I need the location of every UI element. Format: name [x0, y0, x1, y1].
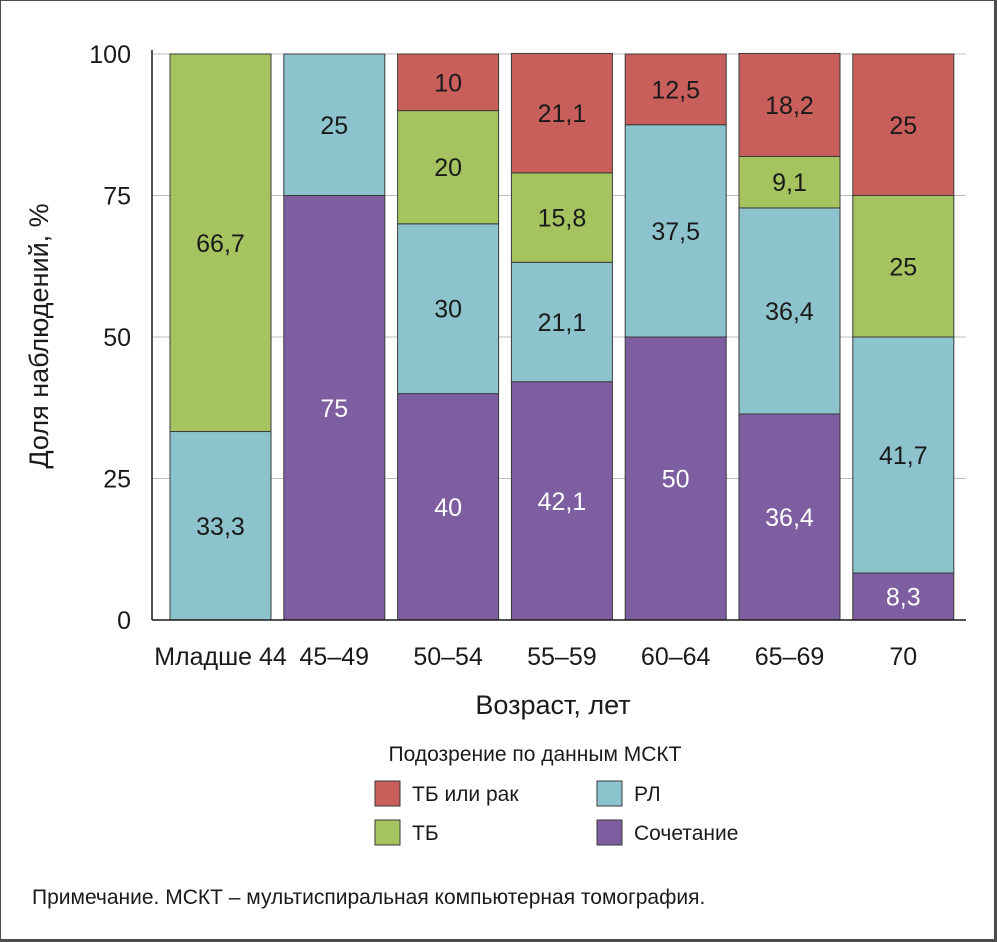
bar-segment [283, 53, 386, 196]
bar-segment [738, 207, 841, 415]
bar-value-label: 21,1 [538, 100, 587, 128]
y-tick-label: 25 [103, 466, 131, 494]
y-tick-label: 100 [89, 41, 131, 69]
bar-segment [852, 53, 955, 196]
bar-segment [169, 53, 272, 433]
bar-value-label: 50 [662, 466, 690, 494]
bar-segment [738, 52, 841, 157]
bar-value-label: 9,1 [772, 169, 807, 197]
legend-swatch [596, 780, 623, 807]
bar-segment [283, 195, 386, 621]
bar-value-label: 20 [434, 154, 462, 182]
legend-title: Подозрение по данным МСКТ [389, 743, 682, 766]
x-tick-labels: Младше 44 45–49 50–54 55–59 60–64 65–69 70 [154, 643, 917, 671]
bar-segment [624, 53, 727, 126]
bar-value-label: 37,5 [651, 218, 700, 246]
legend: ТБ или рак РЛ ТБ Сочетание [374, 780, 738, 846]
bar-value-label: 41,7 [879, 442, 928, 470]
x-tick-label: 50–54 [413, 643, 483, 671]
legend-swatch [374, 819, 401, 846]
x-tick-label: 55–59 [527, 643, 597, 671]
x-tick-label: 65–69 [755, 643, 825, 671]
legend-swatch [374, 780, 401, 807]
bar-segment [738, 155, 841, 209]
bar-segment [852, 336, 955, 574]
bar-value-label: 25 [889, 253, 917, 281]
legend-label: ТБ [412, 822, 439, 845]
y-tick-labels: 0 25 50 75 100 [89, 41, 131, 635]
x-axis-title: Возраст, лет [475, 690, 630, 720]
bar-value-label: 8,3 [886, 584, 921, 612]
y-tick-label: 0 [117, 607, 131, 635]
bar-segment [397, 110, 500, 225]
axes [151, 50, 966, 621]
x-tick-label: 45–49 [300, 643, 370, 671]
bar-value-label: 10 [434, 69, 462, 97]
y-axis-title: Доля наблюдений, % [24, 203, 54, 468]
bar-segment [624, 124, 727, 338]
bar-segment [510, 172, 613, 263]
bar-value-label: 36,4 [765, 298, 814, 326]
x-tick-label: 70 [889, 643, 917, 671]
bar-value-label: 75 [320, 395, 348, 423]
bar-segment [510, 52, 613, 174]
bar-segment [510, 261, 613, 383]
bar-value-label: 42,1 [538, 488, 587, 516]
bar-value-label: 12,5 [651, 76, 700, 104]
bar-value-label: 18,2 [765, 92, 814, 120]
legend-label: Сочетание [634, 822, 738, 845]
bar-segment [397, 223, 500, 395]
bars: 33,3 66,7 75 25 40 30 20 10 42,1 21,1 15,8 21,1 50 37… [169, 52, 955, 621]
bar-segment [397, 53, 500, 112]
bar-value-label: 25 [320, 112, 348, 140]
x-tick-label: 60–64 [641, 643, 711, 671]
bar-segment [624, 336, 727, 621]
y-tick-label: 50 [103, 324, 131, 352]
x-tick-label: Младше 44 [154, 643, 287, 671]
bar-value-label: 36,4 [765, 504, 814, 532]
bar-segment [738, 413, 841, 621]
footnote: Примечание. МСКТ – мультиспиральная комп… [32, 886, 705, 909]
bar-segment [397, 393, 500, 621]
legend-swatch [596, 819, 623, 846]
legend-label: РЛ [634, 783, 661, 806]
bar-value-label: 40 [434, 494, 462, 522]
bar-value-label: 33,3 [196, 513, 245, 541]
legend-label: ТБ или рак [412, 783, 519, 806]
bar-value-label: 15,8 [538, 205, 587, 233]
y-tick-label: 75 [103, 183, 131, 211]
bar-value-label: 30 [434, 296, 462, 324]
bar-value-label: 25 [889, 112, 917, 140]
bar-value-label: 66,7 [196, 230, 245, 258]
bar-value-label: 21,1 [538, 309, 587, 337]
